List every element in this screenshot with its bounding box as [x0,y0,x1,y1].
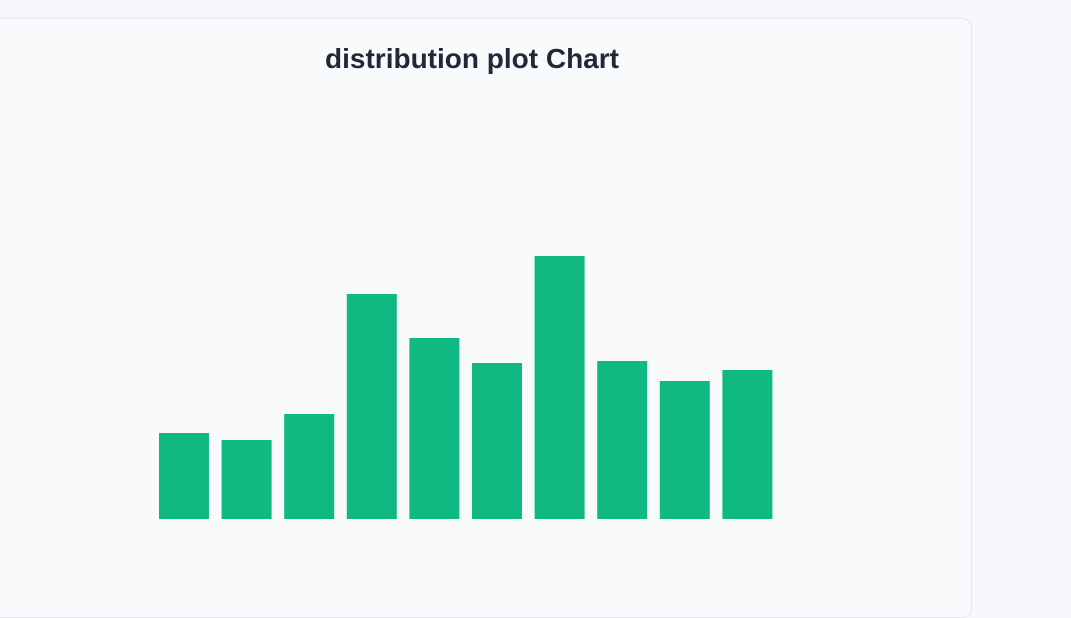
bar-6 [472,363,522,519]
bar-4 [346,294,397,519]
bar-5 [409,338,460,519]
bar-8 [597,361,648,519]
bar-1 [159,433,209,519]
bar-2 [221,440,272,519]
chart-title: distribution plot Chart [325,43,619,74]
bar-3 [284,414,335,519]
bar-10 [722,370,773,519]
bars-group [159,256,773,519]
bar-7 [534,256,585,519]
bar-9 [659,381,710,519]
bar-chart [159,256,773,519]
